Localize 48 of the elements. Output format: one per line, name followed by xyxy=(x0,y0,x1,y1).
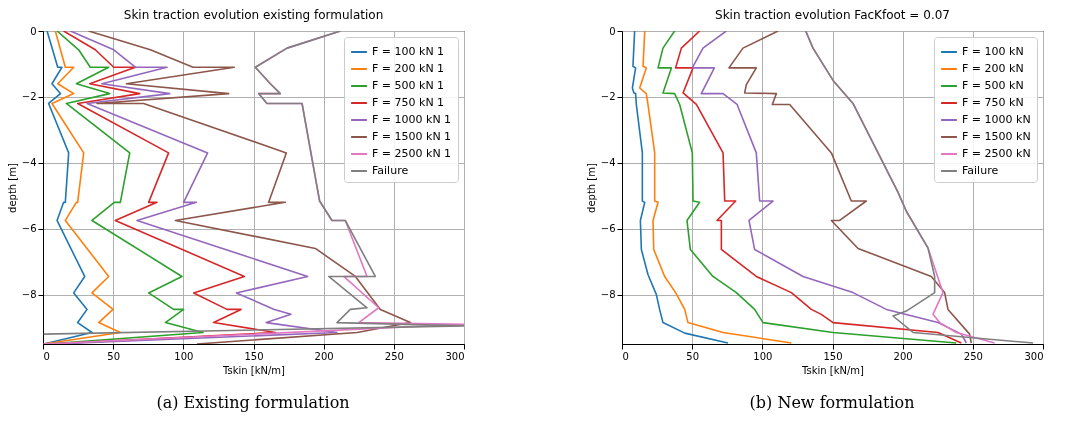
legend-label: F = 1000 kN 1 xyxy=(372,113,452,126)
text: (b) New formulation xyxy=(749,393,915,412)
x-tick-label: 150 xyxy=(244,350,264,362)
y-tick-label: −2 xyxy=(600,91,616,103)
y-tick-label: −6 xyxy=(21,223,37,235)
legend-label: F = 1500 kN xyxy=(962,130,1031,143)
x-tick-label: 100 xyxy=(174,350,194,362)
legend-label: F = 200 kN 1 xyxy=(372,62,445,75)
x-tick-label: 250 xyxy=(963,350,983,362)
legend-label: F = 750 kN xyxy=(962,96,1024,109)
x-tick-label: 100 xyxy=(753,350,773,362)
x-tick-label: 0 xyxy=(622,350,629,362)
legend-label: F = 200 kN xyxy=(962,62,1024,75)
legend-label: F = 100 kN xyxy=(962,45,1024,58)
y-tick-label: 0 xyxy=(30,25,37,37)
x-tick-label: 50 xyxy=(107,350,121,362)
y-tick-label: 0 xyxy=(609,25,616,37)
legend-label: Failure xyxy=(372,164,409,177)
x-axis-title: Tskin [kN/m] xyxy=(222,364,286,376)
x-axis-title: Tskin [kN/m] xyxy=(801,364,865,376)
x-tick-label: 0 xyxy=(43,350,50,362)
legend-label: Failure xyxy=(962,164,999,177)
x-tick-label: 150 xyxy=(823,350,843,362)
y-axis-title: depth [m] xyxy=(6,162,18,213)
legend-label: F = 1000 kN xyxy=(962,113,1031,126)
legend-label: F = 500 kN 1 xyxy=(372,79,445,92)
legend-label: F = 2500 kN 1 xyxy=(372,147,452,160)
y-tick-label: −2 xyxy=(21,91,37,103)
y-tick-label: −8 xyxy=(600,289,616,301)
x-tick-label: 300 xyxy=(1024,350,1044,362)
y-axis-title: depth [m] xyxy=(585,162,597,213)
text: (a) Existing formulation xyxy=(156,393,350,412)
legend-label: F = 500 kN xyxy=(962,79,1024,92)
chart-title: Skin traction evolution existing formulation xyxy=(123,8,384,22)
chart-title: Skin traction evolution FacKfoot = 0.07 xyxy=(715,8,950,22)
x-tick-label: 200 xyxy=(893,350,913,362)
x-tick-label: 200 xyxy=(314,350,334,362)
y-tick-label: −6 xyxy=(600,223,616,235)
x-tick-label: 300 xyxy=(445,350,465,362)
legend-label: F = 750 kN 1 xyxy=(372,96,445,109)
legend-label: F = 1500 kN 1 xyxy=(372,130,452,143)
x-tick-label: 50 xyxy=(686,350,700,362)
legend-label: F = 100 kN 1 xyxy=(372,45,445,58)
legend-label: F = 2500 kN xyxy=(962,147,1031,160)
y-tick-label: −4 xyxy=(600,157,616,169)
y-tick-label: −8 xyxy=(21,289,37,301)
x-tick-label: 250 xyxy=(384,350,404,362)
y-tick-label: −4 xyxy=(21,157,37,169)
